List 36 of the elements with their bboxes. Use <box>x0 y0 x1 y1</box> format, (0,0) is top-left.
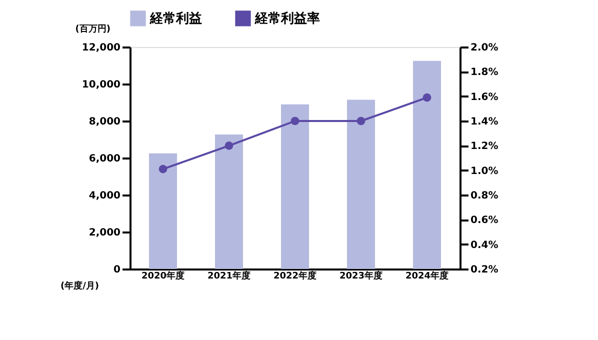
y-tick-label: 12,000 <box>82 42 121 54</box>
x-tick-label: 2021年度 <box>207 270 251 282</box>
y2-tick-label: 1.6% <box>470 92 498 103</box>
y-tick-label: 10,000 <box>82 80 121 90</box>
point <box>224 141 234 150</box>
y-tick-label: 6,000 <box>88 154 121 164</box>
point <box>356 116 366 126</box>
bar <box>149 153 177 269</box>
bar <box>347 100 375 269</box>
y-tick-label: 0 <box>114 264 121 276</box>
legend-label: 経常利益 <box>149 10 202 26</box>
y2-tick-label: 1.8% <box>470 67 498 78</box>
point <box>290 116 300 126</box>
y2-tick-label: 2.0% <box>470 42 498 54</box>
y2-tick-label: 0.2% <box>470 264 498 276</box>
bar <box>281 104 309 269</box>
y2-tick-label: 1.4% <box>470 116 498 128</box>
point <box>158 164 168 174</box>
legend-label: 経常利益率 <box>254 10 320 26</box>
y2-tick-label: 0.8% <box>470 190 498 202</box>
y-tick-label: 8,000 <box>88 116 121 128</box>
x-tick-label: 2022年度 <box>273 270 317 282</box>
x-tick-label: 2023年度 <box>339 270 383 282</box>
y-tick-label: 2,000 <box>88 228 121 238</box>
y2-tick-label: 1.2% <box>470 141 498 152</box>
bar <box>215 134 243 269</box>
x-axis-title: (年度/月) <box>60 280 100 292</box>
point <box>422 93 432 102</box>
x-tick-label: 2020年度 <box>141 270 185 282</box>
y-tick-label: 4,000 <box>88 190 121 202</box>
bar <box>413 60 441 269</box>
y-axis-title: (百万円) <box>75 24 110 34</box>
y2-tick-label: 1.0% <box>470 166 498 177</box>
y2-tick-label: 0.6% <box>470 215 498 226</box>
x-tick-label: 2024年度 <box>405 270 449 282</box>
y2-tick-label: 0.4% <box>470 240 498 251</box>
